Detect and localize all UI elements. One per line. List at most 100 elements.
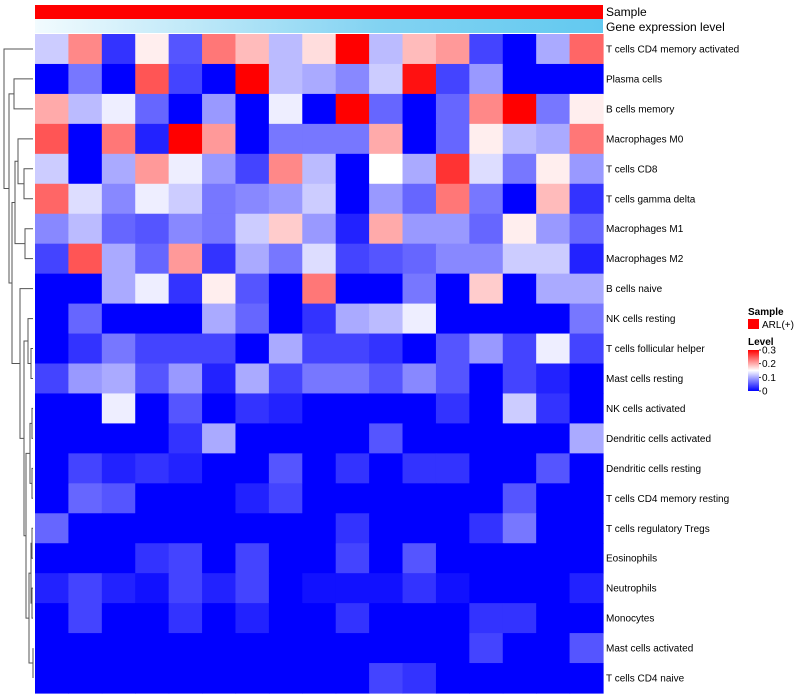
legend-level-ticks: 0.3 0.2 0.1 0 bbox=[759, 346, 776, 398]
heatmap-cell bbox=[168, 243, 203, 275]
heatmap-cell bbox=[302, 63, 337, 95]
heatmap-cell bbox=[402, 123, 437, 155]
heatmap-cell bbox=[168, 633, 203, 664]
heatmap-cell bbox=[536, 243, 571, 275]
heatmap-cell bbox=[35, 273, 70, 305]
heatmap-cell bbox=[235, 333, 270, 365]
heatmap-cell bbox=[68, 243, 103, 275]
heatmap-cell bbox=[68, 93, 103, 125]
heatmap-cell bbox=[68, 633, 103, 664]
heatmap-cell bbox=[168, 123, 203, 155]
heatmap-cell bbox=[168, 303, 203, 335]
dendrogram-branch bbox=[23, 168, 33, 200]
heatmap-cell bbox=[536, 393, 571, 424]
heatmap-cell bbox=[469, 453, 504, 484]
heatmap-cell bbox=[369, 153, 404, 185]
heatmap-cell bbox=[502, 393, 537, 424]
row-label: Mast cells resting bbox=[606, 374, 683, 385]
heatmap-cell bbox=[569, 663, 604, 694]
gene-expression-annotation-bar bbox=[35, 19, 603, 33]
heatmap-cell bbox=[536, 333, 571, 365]
heatmap-cell bbox=[101, 573, 136, 604]
heatmap-cell bbox=[168, 663, 203, 694]
heatmap-cell bbox=[569, 393, 604, 424]
row-label: B cells memory bbox=[606, 104, 674, 115]
heatmap-cell bbox=[469, 393, 504, 424]
heatmap-cell bbox=[268, 213, 303, 245]
heatmap-cell bbox=[35, 123, 70, 155]
heatmap-cell bbox=[469, 243, 504, 275]
heatmap-cell bbox=[235, 243, 270, 275]
heatmap-cell bbox=[101, 123, 136, 155]
heatmap-cell bbox=[302, 363, 337, 395]
heatmap-cell bbox=[569, 603, 604, 634]
legend-level-colorbar bbox=[748, 350, 759, 391]
heatmap-cell bbox=[502, 183, 537, 215]
legend-sample-item: ARL(+) bbox=[762, 320, 794, 331]
heatmap-cell bbox=[135, 513, 170, 544]
heatmap-cell bbox=[235, 453, 270, 484]
heatmap-cell bbox=[536, 153, 571, 185]
heatmap-cell bbox=[235, 543, 270, 574]
heatmap-cell bbox=[302, 273, 337, 305]
heatmap-cell bbox=[335, 183, 370, 215]
heatmap-cell bbox=[235, 34, 270, 65]
heatmap-cell bbox=[536, 603, 571, 634]
heatmap-cell bbox=[536, 123, 571, 155]
heatmap-cell bbox=[202, 123, 237, 155]
heatmap-cell bbox=[335, 123, 370, 155]
heatmap-cell bbox=[369, 363, 404, 395]
heatmap-cell bbox=[68, 303, 103, 335]
dendrogram-branch bbox=[13, 78, 33, 110]
heatmap-cell bbox=[369, 663, 404, 694]
heatmap-cell bbox=[135, 423, 170, 454]
dendrogram-branch bbox=[30, 348, 33, 379]
heatmap-cell bbox=[268, 363, 303, 395]
heatmap-cell bbox=[202, 303, 237, 335]
heatmap-cell bbox=[435, 633, 470, 664]
heatmap-cell bbox=[402, 543, 437, 574]
heatmap-cell bbox=[569, 453, 604, 484]
heatmap-cell bbox=[101, 633, 136, 664]
heatmap-cell bbox=[435, 63, 470, 95]
heatmap-cell bbox=[435, 183, 470, 215]
heatmap-cell bbox=[202, 273, 237, 305]
row-dendrogram bbox=[3, 48, 34, 679]
heatmap-cell bbox=[402, 183, 437, 215]
heatmap-cell bbox=[235, 303, 270, 335]
heatmap-cell bbox=[302, 333, 337, 365]
heatmap-cell bbox=[135, 633, 170, 664]
heatmap-cell bbox=[569, 423, 604, 454]
dendrogram-branch bbox=[31, 527, 33, 559]
row-label: NK cells resting bbox=[606, 314, 675, 325]
heatmap-cell bbox=[268, 273, 303, 305]
heatmap-cell bbox=[569, 93, 604, 125]
heatmap-cell bbox=[135, 183, 170, 215]
row-label: Dendritic cells resting bbox=[606, 464, 701, 475]
heatmap-cell bbox=[268, 393, 303, 424]
legend-tick-label: 0.2 bbox=[762, 359, 776, 370]
heatmap-cell bbox=[202, 153, 237, 185]
heatmap-cell bbox=[502, 633, 537, 664]
heatmap-cell bbox=[35, 573, 70, 604]
heatmap-cell bbox=[68, 453, 103, 484]
heatmap-cell bbox=[369, 93, 404, 125]
row-label: T cells CD4 memory resting bbox=[606, 494, 729, 505]
row-label: NK cells activated bbox=[606, 404, 685, 415]
legend-tick-label: 0.1 bbox=[762, 373, 776, 384]
heatmap-cell bbox=[135, 663, 170, 694]
heatmap-cell bbox=[435, 243, 470, 275]
heatmap-cell bbox=[469, 273, 504, 305]
heatmap-cell bbox=[168, 183, 203, 215]
heatmap-cell bbox=[469, 483, 504, 514]
heatmap-cell bbox=[302, 153, 337, 185]
heatmap-cell bbox=[68, 34, 103, 65]
heatmap-cell bbox=[469, 663, 504, 694]
heatmap-cell bbox=[435, 603, 470, 634]
row-label: Neutrophils bbox=[606, 584, 657, 595]
heatmap-cell bbox=[101, 603, 136, 634]
heatmap-cell bbox=[502, 243, 537, 275]
row-label: Macrophages M2 bbox=[606, 254, 684, 265]
heatmap-cell bbox=[536, 453, 571, 484]
